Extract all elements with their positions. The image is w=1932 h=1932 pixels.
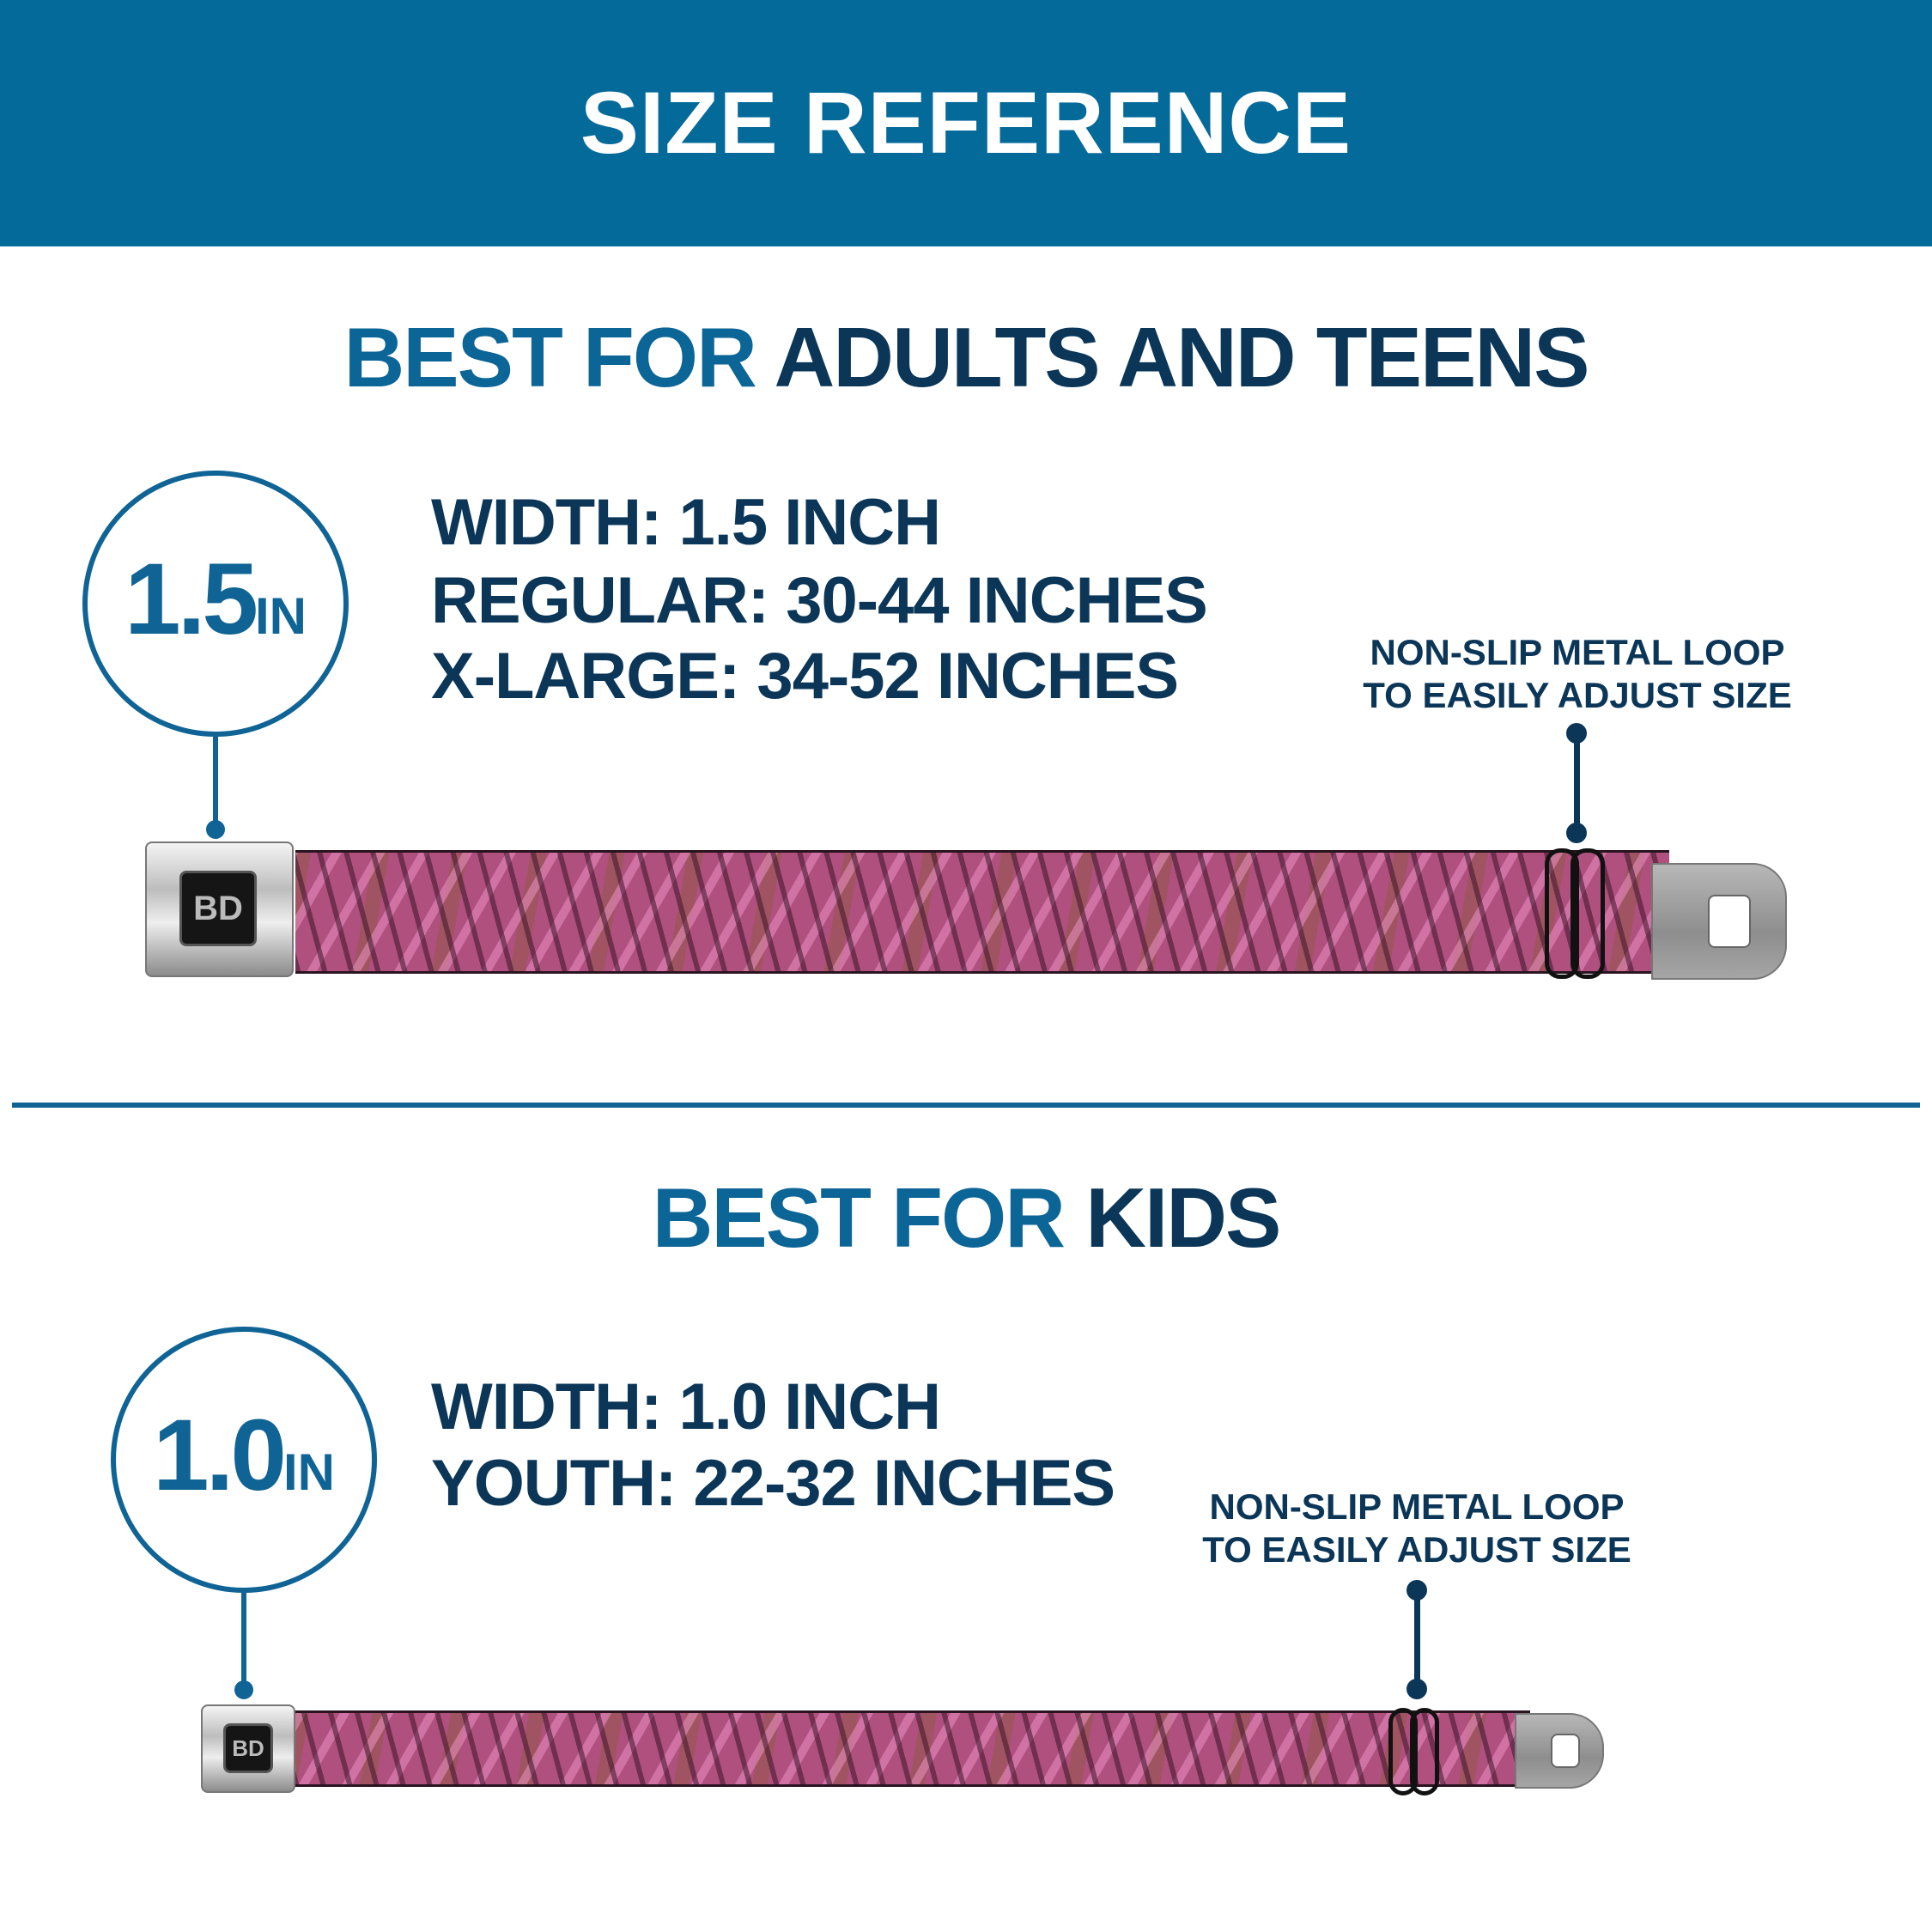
- tongue-slot: [1551, 1734, 1580, 1768]
- metal-loop-icon: [1388, 1708, 1418, 1795]
- width-badge-kids-text: 1.0IN: [111, 1397, 377, 1514]
- badge-unit: IN: [255, 587, 307, 645]
- badge-unit: IN: [283, 1443, 336, 1501]
- width-badge-adult: [82, 471, 349, 737]
- badge-connector-dot: [234, 1680, 253, 1699]
- note-dot-bottom: [1406, 1679, 1427, 1699]
- note-connector-line: [1414, 1589, 1420, 1688]
- camo-strap: [294, 1710, 1530, 1787]
- note-line-1: NON-SLIP METAL LOOP: [1370, 632, 1785, 672]
- loop-note-kids: NON-SLIP METAL LOOP TO EASILY ADJUST SIZ…: [1159, 1485, 1674, 1571]
- metal-loop-icon: [1545, 848, 1579, 979]
- page-title: SIZE REFERENCE: [580, 74, 1352, 172]
- spec-youth: YOUTH: 22-32 INCHES: [431, 1447, 1115, 1520]
- spec-regular: REGULAR: 30-44 INCHES: [431, 564, 1208, 637]
- buckle-logo-icon: BD: [179, 871, 257, 946]
- kids-seatbelt-belt: BD: [201, 1704, 1604, 1795]
- note-line-2: TO EASILY ADJUST SIZE: [1202, 1529, 1631, 1570]
- badge-connector-line: [241, 1593, 246, 1688]
- note-connector-line: [1574, 733, 1580, 832]
- metal-loop-icon: [1571, 848, 1605, 979]
- badge-number: 1.0: [152, 1399, 287, 1512]
- badge-number: 1.5: [124, 543, 258, 656]
- adult-section-heading: BEST FOR ADULTS AND TEENS: [0, 309, 1932, 406]
- heading-main: ADULTS AND TEENS: [774, 310, 1590, 404]
- metal-loop-icon: [1410, 1708, 1439, 1795]
- spec-width: WIDTH: 1.0 INCH: [431, 1370, 941, 1443]
- width-badge-adult-text: 1.5IN: [82, 541, 349, 658]
- width-badge-kids: [111, 1327, 377, 1593]
- note-line-2: TO EASILY ADJUST SIZE: [1363, 675, 1792, 715]
- header-banner: [0, 0, 1932, 246]
- tongue-slot: [1708, 895, 1751, 948]
- buckle-logo-icon: BD: [223, 1723, 273, 1773]
- note-dot-bottom: [1566, 823, 1587, 843]
- note-line-1: NON-SLIP METAL LOOP: [1209, 1486, 1625, 1527]
- section-divider: [12, 1103, 1920, 1108]
- spec-xlarge: X-LARGE: 34-52 INCHES: [431, 640, 1179, 713]
- adult-seatbelt-belt: BD: [145, 841, 1787, 980]
- kids-section-heading: BEST FOR KIDS: [0, 1170, 1932, 1267]
- camo-strap: [295, 850, 1669, 974]
- heading-prefix: BEST FOR: [343, 310, 756, 404]
- spec-width: WIDTH: 1.5 INCH: [431, 486, 941, 559]
- heading-main: KIDS: [1085, 1170, 1281, 1265]
- badge-connector-dot: [206, 820, 225, 839]
- heading-prefix: BEST FOR: [652, 1170, 1066, 1265]
- loop-note-adult: NON-SLIP METAL LOOP TO EASILY ADJUST SIZ…: [1320, 631, 1835, 717]
- badge-connector-line: [213, 737, 218, 828]
